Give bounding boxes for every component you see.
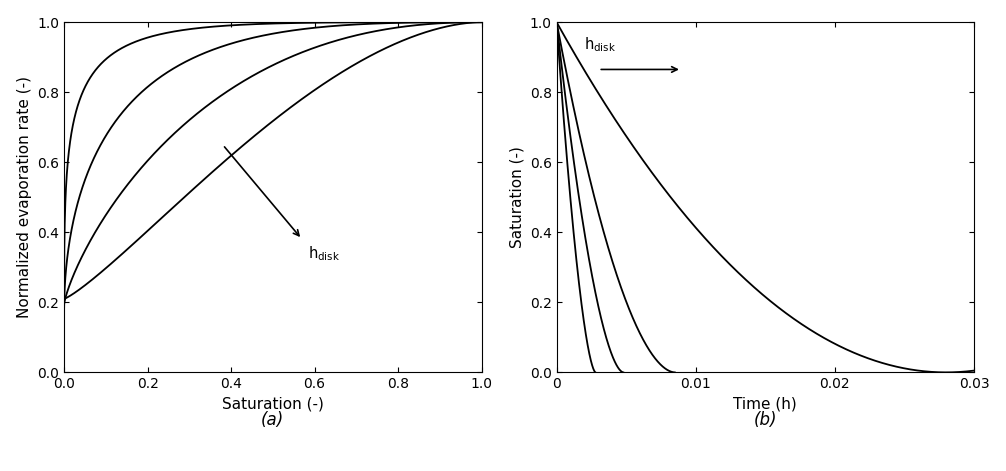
Text: h$_{\mathregular{disk}}$: h$_{\mathregular{disk}}$	[584, 35, 617, 54]
Text: (b): (b)	[753, 411, 777, 429]
Y-axis label: Saturation (-): Saturation (-)	[509, 146, 524, 248]
X-axis label: Time (h): Time (h)	[733, 397, 797, 412]
Text: (a): (a)	[262, 411, 285, 429]
Text: h$_{\mathregular{disk}}$: h$_{\mathregular{disk}}$	[308, 244, 340, 263]
X-axis label: Saturation (-): Saturation (-)	[222, 397, 324, 412]
Y-axis label: Normalized evaporation rate (-): Normalized evaporation rate (-)	[17, 76, 31, 318]
